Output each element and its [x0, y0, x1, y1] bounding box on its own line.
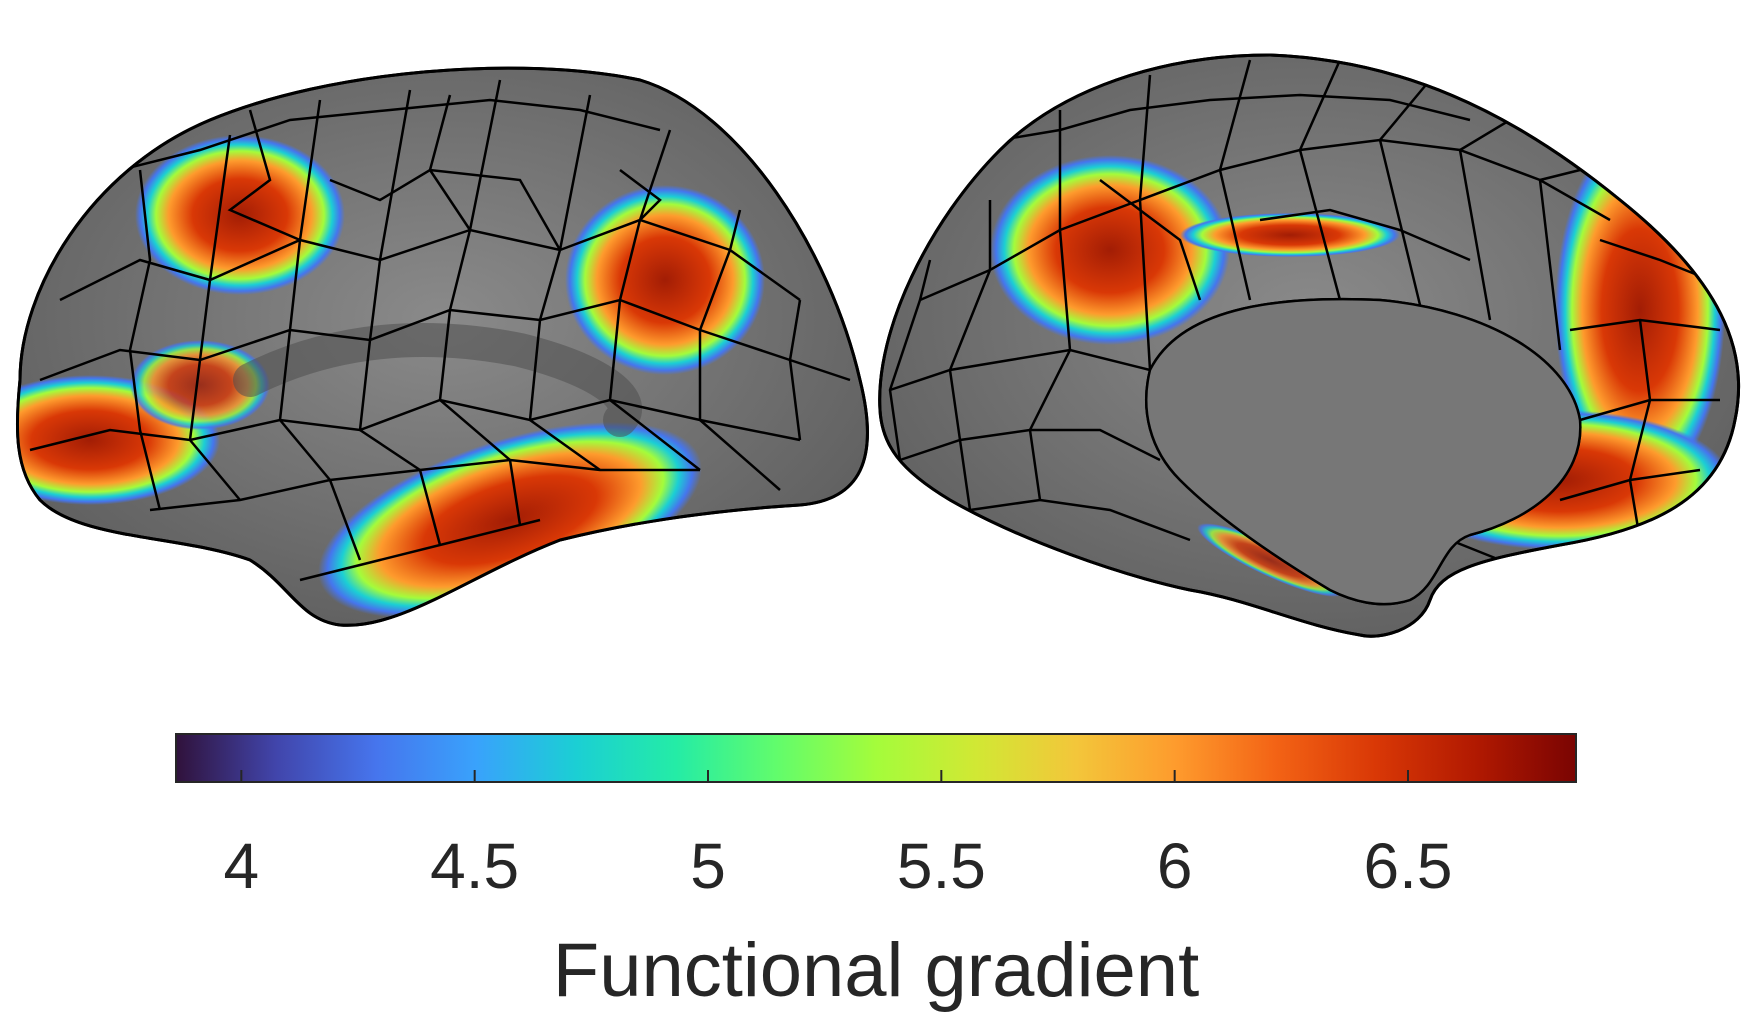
left-dark-sulcus [233, 323, 642, 437]
colorbar-tick-label: 4 [224, 830, 260, 902]
colorbar: 4 4.5 5 5.5 6 6.5 Functional gradient [175, 733, 1577, 1013]
colorbar-tick-label: 5.5 [897, 830, 986, 902]
right-hemisphere-medial [878, 53, 1741, 638]
colorbar-gradient [175, 733, 1577, 783]
colorbar-tick-label: 5 [690, 830, 726, 902]
colorbar-tick-label: 4.5 [430, 830, 519, 902]
left-hemisphere-lateral [15, 66, 869, 627]
colorbar-title: Functional gradient [553, 928, 1199, 1013]
hotspot-frontal-inferior [130, 340, 270, 430]
colorbar-tick-label: 6 [1157, 830, 1193, 902]
hotspot-precuneus [990, 155, 1230, 345]
hotspot-parietal [565, 185, 765, 375]
colorbar-tick-label: 6.5 [1364, 830, 1453, 902]
left-parcel-borders [29, 79, 851, 582]
colorbar-ticks: 4 4.5 5 5.5 6 6.5 [224, 770, 1453, 902]
hotspot-temporal-medial [1197, 523, 1343, 597]
hotspot-cingulate-thin [1180, 213, 1400, 257]
